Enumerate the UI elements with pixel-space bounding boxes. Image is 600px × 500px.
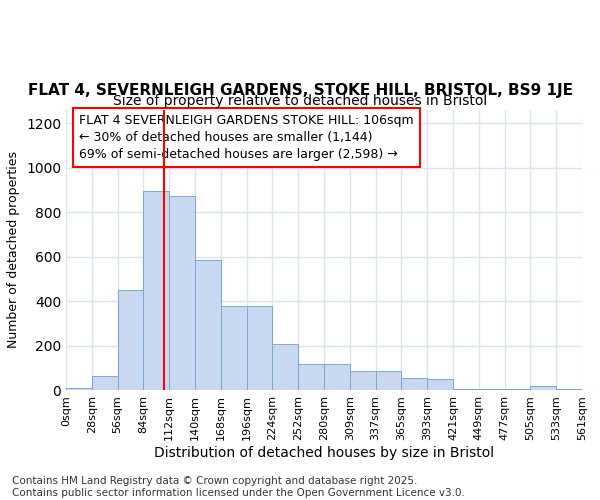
Bar bbox=[247, 306, 272, 390]
Bar bbox=[453, 389, 479, 390]
Bar bbox=[92, 376, 118, 390]
X-axis label: Distribution of detached houses by size in Bristol: Distribution of detached houses by size … bbox=[154, 446, 494, 460]
Bar bbox=[324, 364, 350, 390]
Bar bbox=[169, 196, 195, 390]
Text: FLAT 4 SEVERNLEIGH GARDENS STOKE HILL: 106sqm
← 30% of detached houses are small: FLAT 4 SEVERNLEIGH GARDENS STOKE HILL: 1… bbox=[79, 114, 413, 161]
Bar bbox=[272, 344, 298, 390]
Y-axis label: Number of detached properties: Number of detached properties bbox=[7, 152, 20, 348]
Bar bbox=[195, 260, 221, 390]
Text: Contains HM Land Registry data © Crown copyright and database right 2025.
Contai: Contains HM Land Registry data © Crown c… bbox=[12, 476, 465, 498]
Bar bbox=[556, 389, 582, 390]
Bar bbox=[530, 386, 556, 390]
Bar bbox=[221, 306, 247, 390]
Bar bbox=[350, 371, 376, 390]
Bar bbox=[66, 388, 92, 390]
Bar bbox=[118, 290, 143, 390]
Bar bbox=[376, 371, 401, 390]
Bar bbox=[298, 364, 324, 390]
Text: Size of property relative to detached houses in Bristol: Size of property relative to detached ho… bbox=[113, 94, 487, 108]
Bar bbox=[401, 378, 427, 390]
Bar bbox=[479, 389, 505, 390]
Text: FLAT 4, SEVERNLEIGH GARDENS, STOKE HILL, BRISTOL, BS9 1JE: FLAT 4, SEVERNLEIGH GARDENS, STOKE HILL,… bbox=[28, 82, 572, 98]
Bar bbox=[143, 191, 169, 390]
Bar bbox=[505, 389, 530, 390]
Bar bbox=[427, 379, 453, 390]
